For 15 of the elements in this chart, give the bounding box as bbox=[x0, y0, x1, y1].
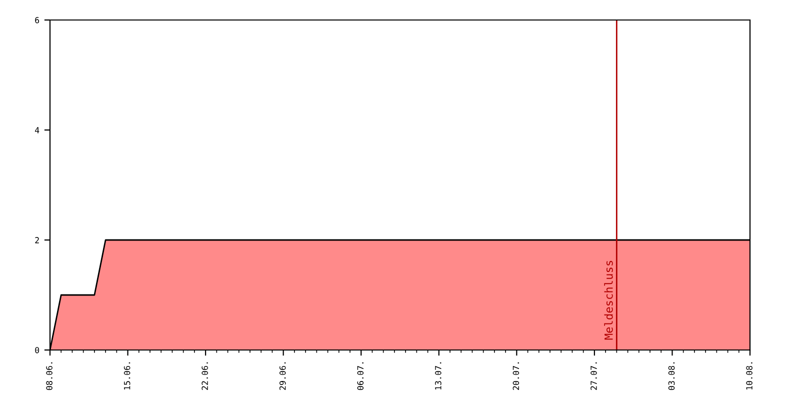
x-tick-label: 10.08. bbox=[746, 362, 752, 390]
x-tick-label: 03.08. bbox=[668, 362, 675, 390]
x-tick-label: 27.07. bbox=[590, 362, 597, 390]
y-tick-label: 6 bbox=[35, 17, 40, 24]
ref-line-label: Meldeschluss bbox=[604, 260, 613, 340]
x-tick-label: 13.07. bbox=[435, 362, 442, 390]
x-tick-label: 20.07. bbox=[512, 362, 520, 390]
x-tick-label: 06.07. bbox=[357, 362, 364, 390]
y-tick-label: 2 bbox=[35, 237, 39, 244]
x-tick-label: 08.06. bbox=[46, 362, 52, 390]
x-tick-label: 15.06. bbox=[124, 362, 130, 390]
x-tick-label: 22.06. bbox=[202, 362, 208, 390]
y-tick-label: 4 bbox=[34, 127, 40, 134]
x-tick-label: 29.06. bbox=[279, 362, 286, 390]
y-tick-label: 0 bbox=[35, 347, 40, 354]
